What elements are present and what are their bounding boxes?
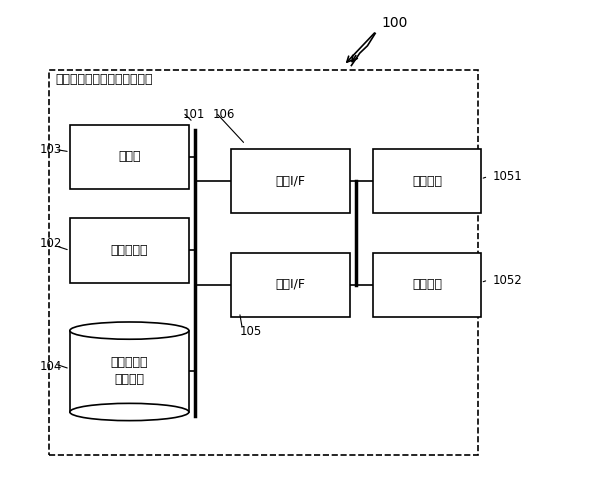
Text: 通信I/F: 通信I/F [275, 175, 305, 188]
FancyBboxPatch shape [49, 70, 478, 455]
FancyBboxPatch shape [70, 124, 189, 189]
FancyBboxPatch shape [70, 218, 189, 283]
Text: 106: 106 [213, 108, 235, 122]
Text: プロセッサ: プロセッサ [111, 244, 148, 257]
Text: 表示装置: 表示装置 [412, 278, 442, 292]
Text: 103: 103 [40, 143, 62, 156]
Text: 1052: 1052 [492, 274, 522, 287]
Text: 1051: 1051 [492, 170, 522, 183]
FancyBboxPatch shape [373, 149, 481, 213]
Text: サーバ辺置（情報処理辺置）: サーバ辺置（情報処理辺置） [55, 73, 152, 86]
FancyBboxPatch shape [70, 331, 189, 412]
FancyBboxPatch shape [373, 253, 481, 317]
Text: 105: 105 [239, 325, 262, 338]
Text: 101: 101 [183, 108, 205, 122]
Text: メモリ: メモリ [118, 150, 141, 163]
Text: ストレージ
デバイス: ストレージ デバイス [111, 356, 148, 386]
Ellipse shape [70, 403, 189, 421]
Text: 入力装置: 入力装置 [412, 175, 442, 188]
FancyBboxPatch shape [231, 253, 350, 317]
Text: 入出I/F: 入出I/F [275, 278, 305, 292]
Text: 104: 104 [40, 360, 62, 373]
Text: 102: 102 [40, 237, 62, 249]
FancyBboxPatch shape [231, 149, 350, 213]
Ellipse shape [70, 322, 189, 339]
Text: 100: 100 [381, 16, 407, 30]
